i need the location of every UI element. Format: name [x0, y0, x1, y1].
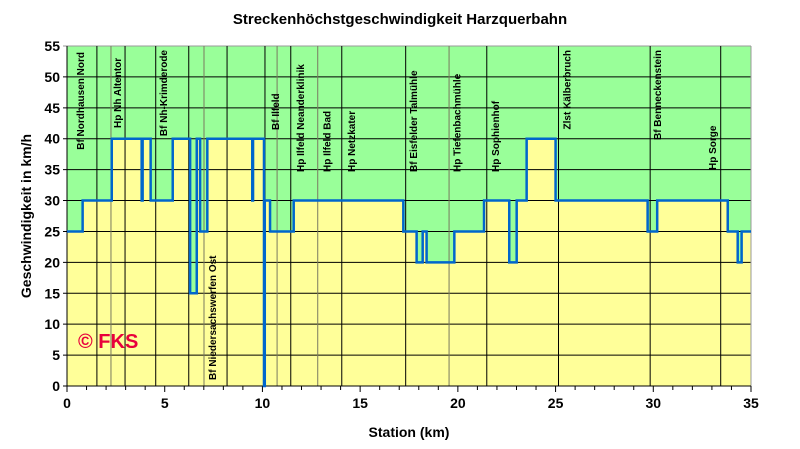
station-label: Bf Nordhausen Nord [76, 52, 87, 150]
x-axis-label: Station (km) [369, 424, 450, 440]
copyright-label: © FKS [78, 331, 138, 353]
x-tick-label: 25 [548, 395, 564, 411]
x-tick-label: 15 [352, 395, 368, 411]
plot-area: 0 5 10 15 20 25 30 35 40 45 50 55 0 5 10 15 20 25 30 35 Bf N… [44, 38, 759, 411]
station-label: Hp Nh Altentor [113, 58, 124, 128]
station-label: Hp Ilfeld Neanderklinik [296, 64, 307, 172]
y-tick-label: 10 [44, 316, 60, 332]
y-tick-label: 30 [44, 193, 60, 209]
station-label: Hp Netzkater [347, 111, 358, 172]
x-tick-label: 35 [743, 395, 759, 411]
y-tick-label: 20 [44, 254, 60, 270]
y-tick-label: 50 [44, 69, 60, 85]
x-tick-label: 30 [645, 395, 661, 411]
station-label: Hp Ilfeld Bad [323, 111, 334, 172]
y-tick-label: 45 [44, 100, 60, 116]
station-label: Zlst Kälberbruch [563, 50, 574, 129]
station-label: Hp Sorge [708, 125, 719, 170]
x-tick-label: 20 [450, 395, 466, 411]
x-tick-label: 0 [63, 395, 71, 411]
y-tick-label: 55 [44, 38, 60, 54]
station-label: Bf Niedersachswerfen Ost [208, 255, 219, 380]
y-tick-label: 5 [52, 347, 60, 363]
y-tick-label: 15 [44, 285, 60, 301]
y-tick-label: 35 [44, 162, 60, 178]
x-tick-label: 5 [161, 395, 169, 411]
y-tick-label: 25 [44, 223, 60, 239]
station-label: Bf Nh-Krimderode [159, 50, 170, 137]
y-tick-label: 40 [44, 131, 60, 147]
station-label: Bf Eisfelder Talmühle [409, 70, 420, 172]
y-axis-label: Geschwindigkeit in km/h [18, 134, 34, 298]
speed-line [67, 137, 751, 388]
station-label: Hp Tiefenbachmühle [453, 73, 464, 172]
station-label: Bf Benneckenstein [653, 50, 664, 140]
x-tick-label: 10 [255, 395, 271, 411]
y-tick-label: 0 [52, 378, 60, 394]
station-label: Hp Sophienhof [491, 100, 502, 172]
chart-title: Streckenhöchstgeschwindigkeit Harzquerba… [233, 11, 567, 28]
station-label: Bf Ilfeld [271, 93, 282, 130]
